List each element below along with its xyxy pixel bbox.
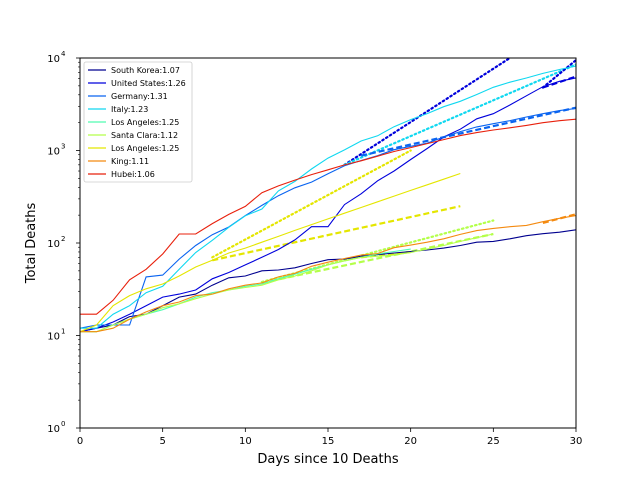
legend-label: King:1.11 [111,157,149,166]
projection-line-9 [542,213,576,224]
legend-label: United States:1.26 [111,79,186,88]
projection-line-4 [211,149,412,259]
y-tick-exponent: 1 [61,328,65,336]
y-tick-label: 10 [47,54,60,65]
projection-line-3 [542,75,576,89]
series-line-2 [80,107,576,329]
projection-line-1 [343,63,576,166]
series-lines [80,65,576,333]
series-line-3 [80,65,576,329]
legend-label: Los Angeles:1.25 [111,118,179,127]
y-tick-label: 10 [47,332,60,343]
series-line-1 [80,77,576,333]
x-tick-label: 15 [322,436,335,447]
y-tick-label: 10 [47,424,60,435]
y-tick-label: 10 [47,239,60,250]
legend-label: Italy:1.23 [111,105,148,114]
y-tick-exponent: 0 [61,420,65,428]
legend-label: South Korea:1.07 [111,66,180,75]
x-tick-label: 0 [77,436,83,447]
projection-line-10 [360,250,411,259]
legend-label: Hubei:1.06 [111,170,155,179]
legend: South Korea:1.07 United States:1.26 German… [83,61,193,183]
projection-lines [211,58,576,284]
series-line-8 [80,118,576,315]
projection-line-0 [343,58,511,166]
x-tick-label: 25 [487,436,500,447]
series-line-7 [80,215,576,333]
legend-label: Los Angeles:1.25 [111,144,179,153]
legend-box [83,61,193,183]
series-line-5 [80,233,494,333]
y-tick-exponent: 2 [61,235,65,243]
legend-label: Germany:1.31 [111,92,168,101]
projection-line-2 [541,58,576,89]
legend-label: Santa Clara:1.12 [111,131,178,140]
y-axis-title: Total Deaths [24,202,39,284]
x-tick-label: 20 [404,436,417,447]
y-tick-exponent: 4 [61,50,66,58]
projection-line-7 [260,219,495,283]
x-axis-title: Days since 10 Deaths [257,452,398,467]
x-axis-ticks: 0 5 10 15 20 25 30 [77,428,583,447]
projection-line-5 [360,106,576,157]
series-line-6 [80,172,461,333]
y-tick-exponent: 3 [61,143,65,151]
y-tick-label: 10 [47,147,60,158]
projection-line-6 [212,205,461,262]
x-tick-label: 30 [570,436,583,447]
x-tick-label: 10 [239,436,252,447]
x-tick-label: 5 [159,436,165,447]
